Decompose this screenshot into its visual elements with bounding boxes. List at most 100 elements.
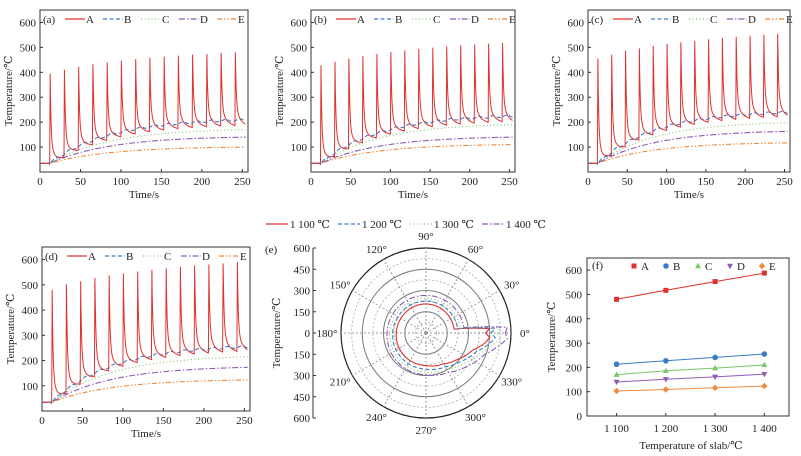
y-tick-label: 200 <box>291 117 308 129</box>
y-tick-label: 200 <box>568 117 585 129</box>
y-tick-label: 300 <box>22 330 39 342</box>
series-line-C <box>42 356 248 403</box>
legend-label-D: D <box>737 261 745 273</box>
series-line-B <box>40 118 246 166</box>
angle-label: 330° <box>501 377 522 389</box>
radial-tick-label: 300 <box>294 371 311 383</box>
y-tick-label: 0 <box>577 411 583 423</box>
angle-label: 120° <box>366 244 387 256</box>
plot-frame <box>310 9 516 173</box>
y-tick-label: 500 <box>291 42 308 54</box>
y-tick-label: 600 <box>566 265 583 277</box>
x-axis-label: Temperature of slab/℃ <box>639 440 742 452</box>
data-point-E <box>711 384 719 392</box>
panel-label: (c) <box>591 14 604 26</box>
x-tick-label: 0 <box>37 176 43 188</box>
x-tick-label: 50 <box>345 176 357 188</box>
series-line-A <box>42 262 248 403</box>
x-tick-label: 50 <box>77 415 89 427</box>
x-axis-label: Time/s <box>129 189 159 201</box>
x-axis-label: Time/s <box>131 428 161 440</box>
x-tick-label: 50 <box>75 176 87 188</box>
series-line-A <box>311 42 513 164</box>
legend-label: 1 300 ℃ <box>434 219 474 231</box>
y-tick-label: 300 <box>568 92 585 104</box>
series-line-E <box>588 142 788 164</box>
x-tick-label: 250 <box>501 176 518 188</box>
y-tick-label: 500 <box>20 42 37 54</box>
panel-a: 100 200 300 400 500 600 Temperature/℃ Time/s 0 50… <box>3 9 251 201</box>
plot-frame <box>41 246 251 412</box>
panel-e: 0° 30° 60° 90° 120° 150° 180° 210° 240° 270° 300° 3… <box>265 219 546 437</box>
angle-label: 210° <box>330 377 351 389</box>
angle-label: 300° <box>465 412 486 424</box>
radial-tick-label: 450 <box>294 392 311 404</box>
angle-label: 60° <box>468 244 483 256</box>
y-tick-label: 300 <box>291 92 308 104</box>
y-tick-label: 300 <box>20 92 37 104</box>
legend-marker-A <box>631 263 637 269</box>
x-tick-label: 0 <box>585 176 591 188</box>
x-tick-label: 250 <box>234 176 251 188</box>
x-tick-label: 250 <box>776 176 793 188</box>
y-tick-label: 400 <box>22 305 39 317</box>
y-tick-label: 100 <box>22 381 39 393</box>
legend-label-B: B <box>672 14 679 26</box>
x-tick-label: 150 <box>422 176 439 188</box>
data-point-E <box>662 386 670 393</box>
y-tick-label: 400 <box>20 67 37 79</box>
series-line-D <box>616 373 765 383</box>
series-line-C <box>616 364 765 376</box>
data-point-A <box>614 296 620 302</box>
panel-d: 100 200 300 400 500 600 Temperature/℃ Time/s 0 50… <box>5 246 253 440</box>
legend-label-E: E <box>238 14 245 26</box>
x-tick-label: 1 200 <box>653 423 678 435</box>
legend-label-B: B <box>126 251 133 263</box>
plot-frame <box>587 9 791 173</box>
legend-label-C: C <box>710 14 717 26</box>
legend-marker-D <box>727 263 733 270</box>
data-point-D <box>712 374 719 381</box>
radial-tick-label: 300 <box>294 286 311 298</box>
panel-label: (b) <box>314 14 327 26</box>
legend-label-B: B <box>124 14 131 26</box>
y-tick-label: 400 <box>566 314 583 326</box>
data-point-B <box>613 361 620 368</box>
y-axis-label: Temperature/℃ <box>271 298 283 369</box>
y-tick-label: 100 <box>291 142 308 154</box>
legend-label-D: D <box>202 251 210 263</box>
x-tick-label: 200 <box>196 415 213 427</box>
legend-marker-C <box>695 262 701 269</box>
polar-series-1 <box>395 303 491 367</box>
series-line-E <box>40 146 246 164</box>
series-line-E <box>42 379 248 403</box>
x-tick-label: 200 <box>194 176 211 188</box>
y-tick-label: 600 <box>20 17 37 29</box>
angle-label: 240° <box>366 412 387 424</box>
y-tick-label: 600 <box>22 255 39 267</box>
x-tick-label: 200 <box>462 176 479 188</box>
y-tick-label: 500 <box>568 42 585 54</box>
data-point-E <box>761 382 768 390</box>
x-tick-label: 100 <box>382 176 399 188</box>
radial-tick-label: 450 <box>294 264 311 276</box>
data-point-D <box>613 379 620 386</box>
x-tick-label: 100 <box>658 176 675 188</box>
angle-label: 150° <box>330 280 351 292</box>
legend-marker-B <box>663 263 669 269</box>
data-point-C <box>662 367 669 373</box>
x-tick-label: 1 400 <box>752 423 777 435</box>
plot-frame <box>586 257 790 417</box>
series-line-A <box>616 272 765 300</box>
plot-frame <box>39 9 249 173</box>
x-tick-label: 200 <box>737 176 754 188</box>
y-tick-label: 600 <box>291 17 308 29</box>
data-point-A <box>712 279 718 285</box>
y-tick-label: 300 <box>566 338 583 350</box>
y-tick-label: 400 <box>291 67 308 79</box>
legend-label-E: E <box>240 251 247 263</box>
x-tick-label: 50 <box>622 176 634 188</box>
y-tick-label: 400 <box>568 67 585 79</box>
radial-tick-label: 600 <box>294 413 311 425</box>
